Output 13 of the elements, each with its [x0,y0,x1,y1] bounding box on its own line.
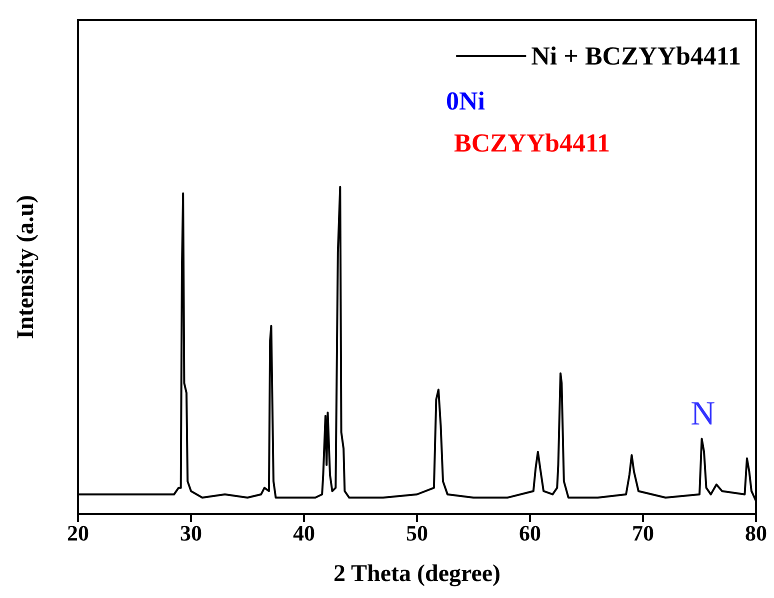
x-tick-label: 40 [293,520,315,546]
x-tick-label: 20 [67,520,89,546]
x-axis-title: 2 Theta (degree) [333,561,501,587]
x-tick-label: 50 [406,520,428,546]
x-tick-label: 30 [180,520,202,546]
x-tick-label: 70 [632,520,654,546]
legend-label: Ni + BCZYYb4411 [531,42,742,70]
y-axis-title: Intensity (a.u) [13,194,39,340]
x-tick-label: 60 [519,520,541,546]
text: BCZYYb4411 [454,128,610,158]
text: 0Ni [446,86,485,116]
x-tick-label: 80 [745,520,767,546]
annotation: N [690,395,716,432]
